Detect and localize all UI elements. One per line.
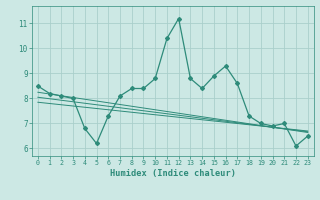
X-axis label: Humidex (Indice chaleur): Humidex (Indice chaleur) <box>110 169 236 178</box>
